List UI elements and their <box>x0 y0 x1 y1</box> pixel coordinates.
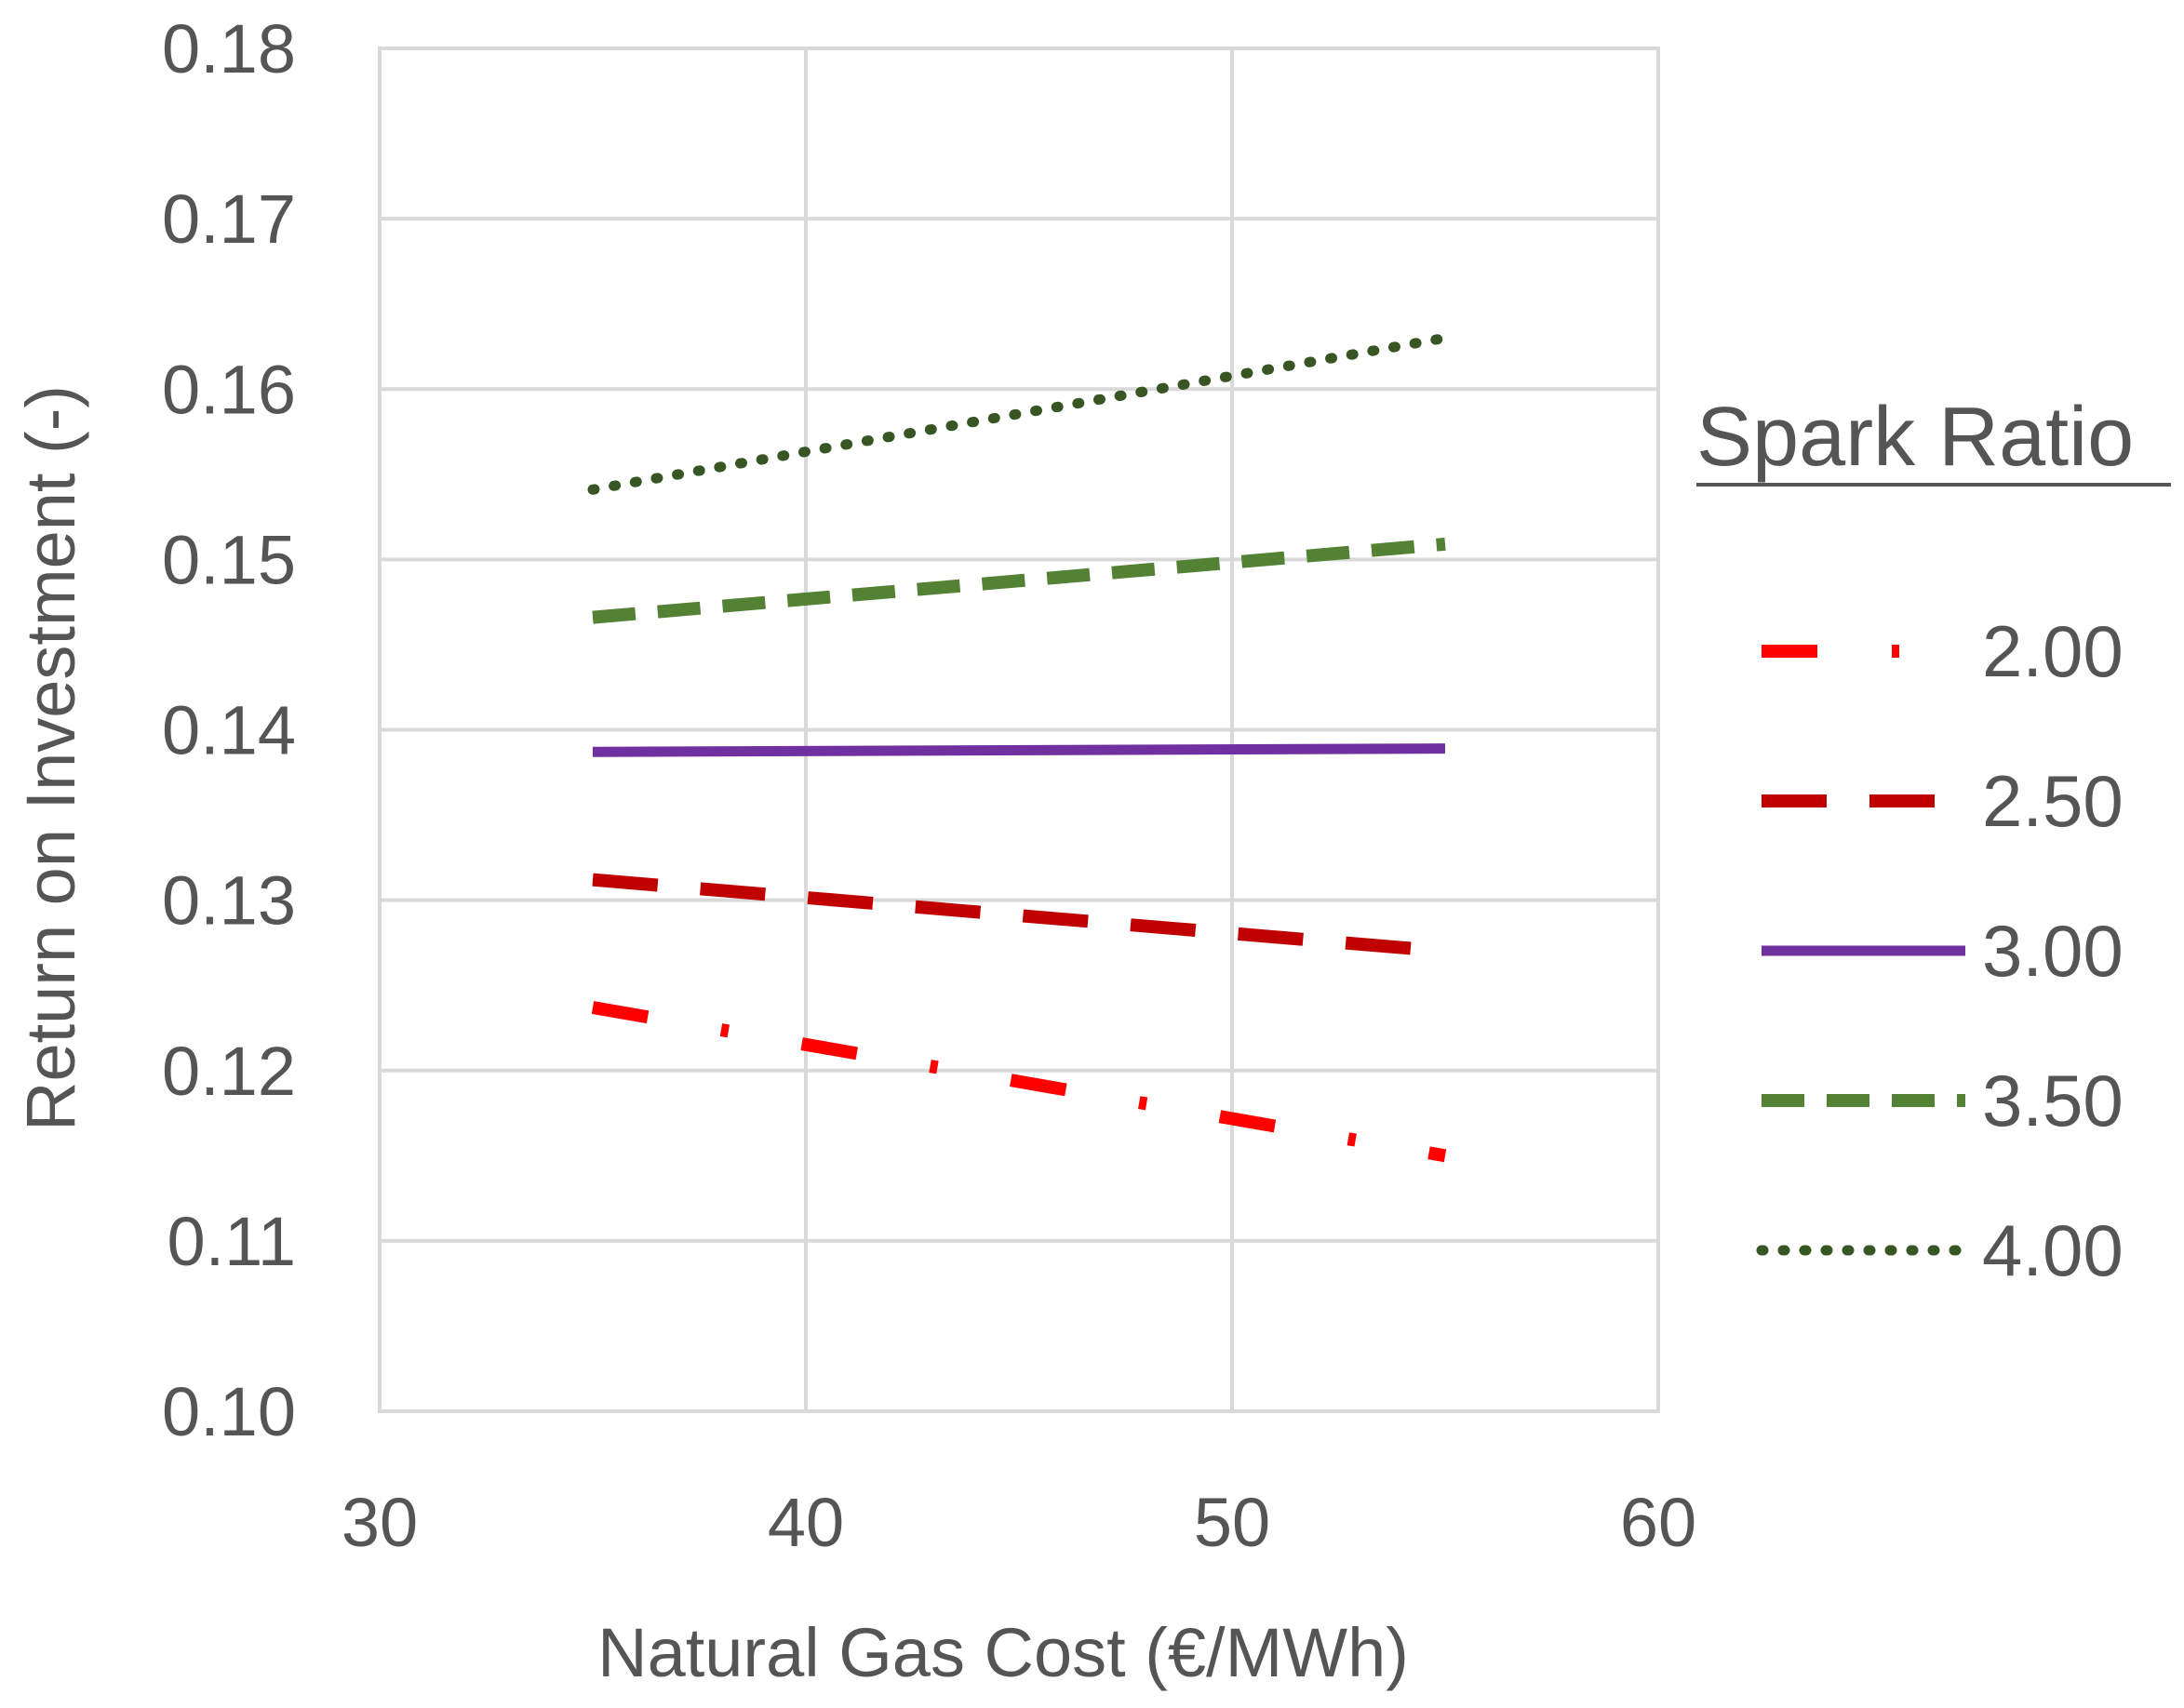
legend-label: 2.50 <box>1982 760 2124 842</box>
y-tick-label: 0.11 <box>167 1203 296 1280</box>
plot-area-border <box>378 47 1660 1413</box>
x-tick-label: 50 <box>1194 1484 1270 1561</box>
y-tick-label: 0.12 <box>162 1033 296 1110</box>
legend: Spark Ratio 2.00 2.50 3.00 3.50 4.00 <box>1696 391 2171 1291</box>
x-axis-title: Natural Gas Cost (€/MWh) <box>597 1614 1409 1691</box>
series-line-2-50 <box>592 873 1446 958</box>
y-axis-title: Return on Investment (-) <box>12 385 89 1131</box>
series-lines <box>587 332 1451 1163</box>
y-tick-label: 0.14 <box>162 692 296 769</box>
legend-label: 2.00 <box>1982 610 2124 692</box>
legend-label: 4.00 <box>1982 1209 2124 1291</box>
legend-label: 3.00 <box>1982 910 2124 992</box>
y-axis-ticks: 0.10 0.11 0.12 0.13 0.14 0.15 0.16 0.17 0.18 <box>162 10 296 1450</box>
series-line-3-00 <box>592 743 1446 757</box>
y-tick-label: 0.15 <box>162 521 296 598</box>
x-tick-label: 30 <box>342 1484 418 1561</box>
y-tick-label: 0.16 <box>162 351 296 428</box>
legend-title: Spark Ratio <box>1696 391 2134 484</box>
x-tick-label: 60 <box>1620 1484 1696 1561</box>
legend-label: 3.50 <box>1982 1060 2124 1141</box>
y-tick-label: 0.13 <box>162 862 296 940</box>
grid-lines <box>378 47 1660 1413</box>
y-tick-label: 0.17 <box>162 180 296 258</box>
series-line-3-50 <box>592 537 1446 624</box>
y-tick-label: 0.10 <box>162 1373 296 1450</box>
x-axis-ticks: 30 40 50 60 <box>342 1484 1696 1561</box>
series-line-4-00 <box>587 332 1451 495</box>
series-line-2-00 <box>591 1001 1447 1163</box>
x-tick-label: 40 <box>768 1484 844 1561</box>
y-tick-label: 0.18 <box>162 10 296 87</box>
